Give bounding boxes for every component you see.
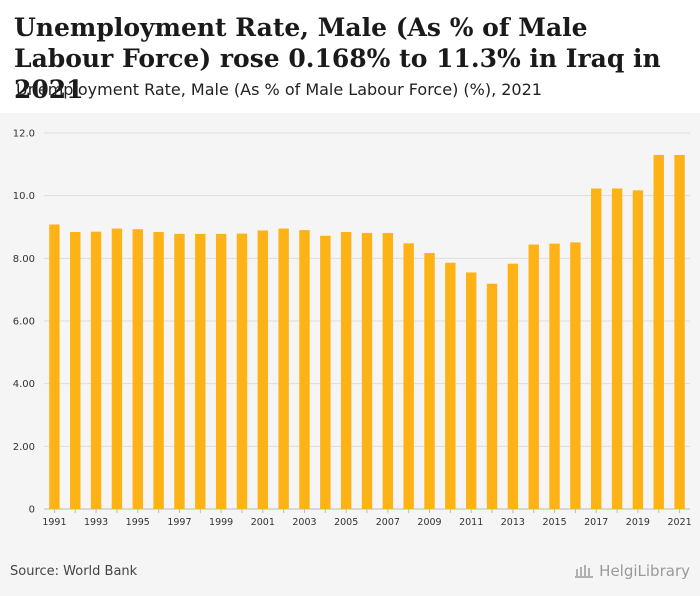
x-tick-label: 2005: [334, 517, 358, 528]
bar: [111, 228, 123, 510]
y-tick-label: 6.00: [13, 317, 35, 328]
y-tick-label: 4.00: [13, 379, 35, 390]
bar: [195, 233, 206, 510]
x-tick-label: 2009: [417, 517, 441, 528]
x-tick-label: 2017: [584, 517, 608, 528]
bar: [424, 253, 435, 509]
x-tick-label: 1991: [42, 517, 66, 528]
bar: [632, 190, 644, 509]
bar: [320, 235, 331, 510]
x-tick-label: 2015: [542, 517, 566, 528]
bar: [382, 232, 394, 509]
y-tick-label: 10.0: [13, 191, 35, 202]
bar: [132, 229, 143, 509]
bar: [549, 243, 560, 509]
bar: [70, 232, 81, 509]
bar: [215, 233, 227, 510]
bar: [486, 283, 498, 509]
x-tick-label: 1997: [167, 517, 191, 528]
bar: [403, 243, 414, 509]
x-tick-label: 2007: [376, 517, 400, 528]
bar: [299, 230, 310, 509]
bar: [653, 154, 664, 509]
library-icon: [575, 565, 594, 578]
bar: [507, 263, 519, 509]
bar: [236, 233, 248, 509]
chart-subtitle: Unemployment Rate, Male (As % of Male La…: [16, 80, 542, 99]
bar: [153, 232, 164, 509]
x-tick-label: 2003: [292, 517, 316, 528]
header: Unemployment Rate, Male (As % of Male La…: [0, 0, 700, 113]
brand-logo: HelgiLibrary: [574, 562, 690, 580]
y-tick-label: 0: [29, 505, 35, 516]
x-tick-label: 2001: [251, 517, 275, 528]
bar: [465, 272, 477, 509]
x-tick-label: 2019: [626, 517, 650, 528]
bar: [591, 188, 602, 509]
x-tick-label: 1999: [209, 517, 233, 528]
bar: [174, 233, 185, 510]
bar: [340, 232, 352, 509]
bar: [49, 224, 60, 509]
bar: [611, 188, 623, 509]
x-tick-label: 2011: [459, 517, 483, 528]
x-tick-label: 2013: [501, 517, 525, 528]
bar: [528, 244, 539, 509]
x-tick-label: 2021: [667, 517, 691, 528]
chart-title: Unemployment Rate, Male (As % of Male La…: [14, 13, 661, 104]
brand-name: HelgiLibrary: [599, 562, 690, 580]
y-tick-label: 12.0: [13, 129, 35, 140]
x-tick-label: 1993: [84, 517, 108, 528]
x-tick-label: 1995: [126, 517, 150, 528]
bar: [90, 231, 102, 509]
bar: [570, 242, 581, 509]
bar: [674, 154, 685, 509]
bar: [257, 230, 269, 510]
bar: [361, 232, 373, 509]
y-tick-label: 2.00: [13, 442, 35, 453]
source-note: Source: World Bank: [10, 564, 138, 579]
bar: [278, 228, 289, 510]
bar: [445, 262, 456, 509]
y-tick-label: 8.00: [13, 254, 35, 265]
